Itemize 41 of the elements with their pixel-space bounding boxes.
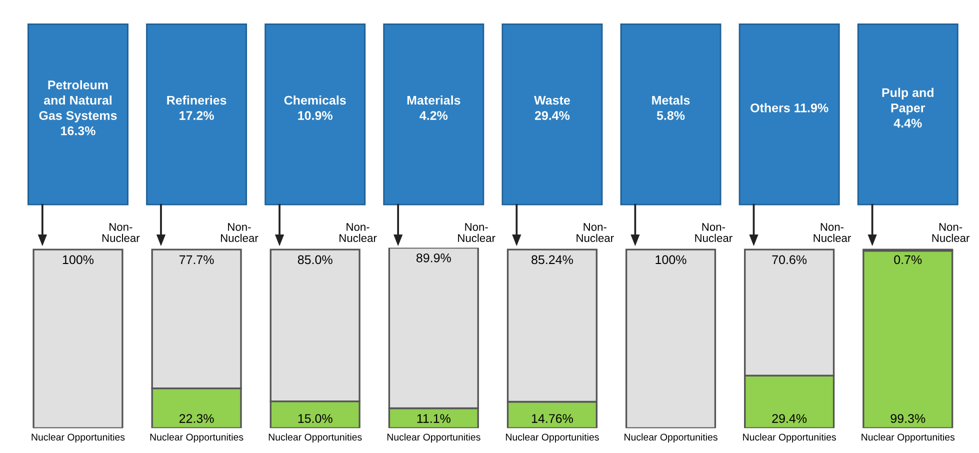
data-label: 70.6% bbox=[772, 255, 807, 264]
data-label: 89.9% bbox=[416, 253, 451, 262]
x-tick-label: Waste 29.4% bbox=[534, 96, 570, 120]
data-label: 99.3% bbox=[890, 414, 926, 423]
text: Nuclear Opportunities bbox=[743, 433, 836, 443]
text: Nuclear Opportunities bbox=[506, 433, 599, 443]
text: Non-Nuclear bbox=[340, 223, 377, 242]
text: Non-Nuclear bbox=[220, 223, 258, 242]
text: Non-Nuclear bbox=[102, 223, 140, 242]
data-label: 15.0% bbox=[298, 414, 332, 423]
data-label: 100% bbox=[62, 255, 94, 264]
text: Nuclear Opportunities bbox=[387, 433, 480, 443]
text: Nuclear Opportunities bbox=[150, 433, 244, 443]
text: Nuclear Opportunities bbox=[32, 433, 125, 443]
data-label: 77.7% bbox=[179, 255, 214, 264]
text: Nuclear Opportunities bbox=[862, 433, 955, 443]
data-label: 29.4% bbox=[772, 414, 807, 423]
data-label: 85.24% bbox=[532, 255, 573, 264]
x-tick-label: Chemicals 10.9% bbox=[284, 96, 346, 120]
text: Non-Nuclear bbox=[576, 223, 614, 242]
data-label: 85.0% bbox=[298, 255, 332, 264]
bar bbox=[625, 248, 716, 428]
data-label: 22.3% bbox=[179, 414, 214, 423]
x-tick-label: Materials 4.2% bbox=[407, 96, 460, 120]
data-label: 11.1% bbox=[417, 414, 450, 423]
series-label: Non-Nuclear bbox=[458, 223, 496, 242]
bar bbox=[862, 250, 954, 428]
data-label: 0.7% bbox=[894, 255, 922, 264]
x-tick-label: Refineries 17.2% bbox=[167, 96, 226, 120]
x-tick-label: Metals 5.8% bbox=[652, 96, 690, 120]
x-tick-label: Petroleum and Natural Gas Systems 16.3% bbox=[39, 80, 117, 136]
text: Nuclear Opportunities bbox=[624, 433, 718, 443]
text: Non-Nuclear bbox=[695, 223, 732, 242]
x-tick-label: Others 11.9% bbox=[750, 103, 828, 112]
x-tick-label: Pulp and Paper 4.4% bbox=[882, 88, 934, 128]
data-label: 100% bbox=[656, 255, 686, 264]
series-label: Nuclear Opportunities bbox=[268, 433, 362, 443]
data-label: 14.76% bbox=[532, 414, 573, 423]
bar bbox=[32, 248, 124, 428]
text: Non-Nuclear bbox=[814, 223, 851, 242]
text: Non-Nuclear bbox=[932, 223, 970, 242]
